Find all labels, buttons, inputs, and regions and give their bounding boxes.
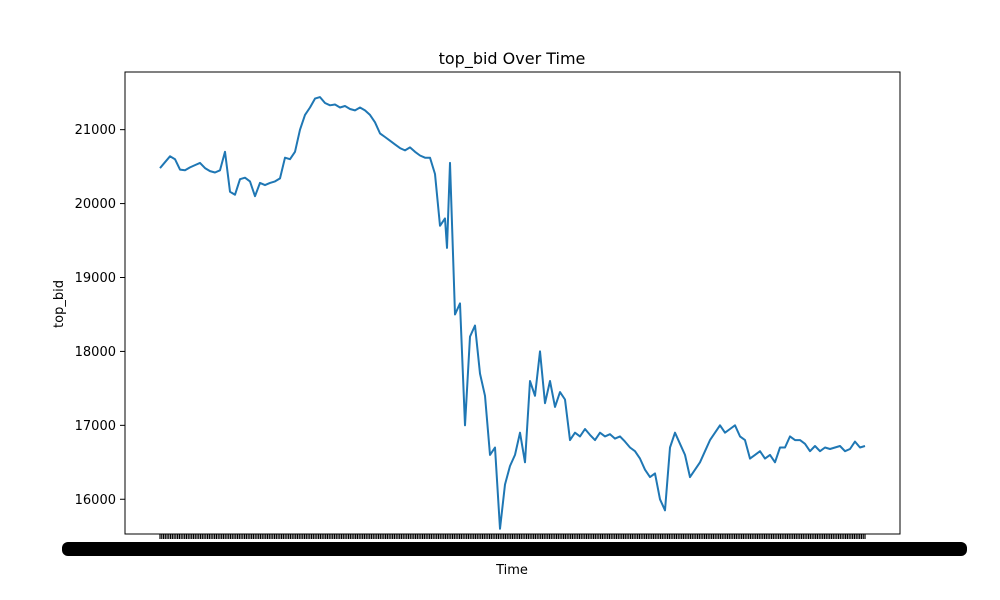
- x-axis-label: Time: [495, 563, 528, 578]
- y-tick-label: 16000: [75, 493, 116, 508]
- y-tick-label: 18000: [75, 345, 116, 360]
- chart-title: top_bid Over Time: [439, 49, 586, 69]
- y-tick-label: 19000: [75, 271, 116, 286]
- y-tick-label: 20000: [75, 197, 116, 212]
- y-tick-label: 21000: [75, 123, 116, 138]
- x-tick-label-blob: [62, 542, 967, 556]
- x-tick-marks: [159, 534, 866, 539]
- series-layer: [159, 96, 866, 530]
- y-axis: 16000 17000 18000 19000 20000 21000: [75, 123, 125, 508]
- y-tick-label: 17000: [75, 419, 116, 434]
- plot-area: 16000 17000 18000 19000 20000 21000: [62, 71, 967, 556]
- series-line-top-bid: [159, 96, 866, 530]
- x-tick-labels-overlap: [62, 542, 967, 556]
- y-axis-label: top_bid: [52, 280, 67, 328]
- x-axis: [62, 534, 967, 556]
